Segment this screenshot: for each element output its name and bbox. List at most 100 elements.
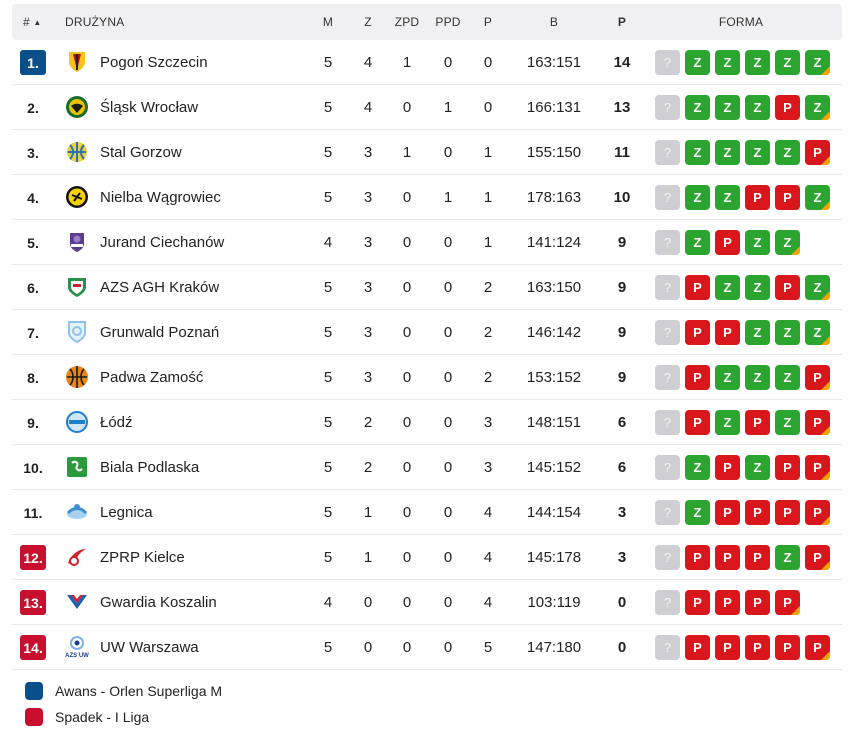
table-row[interactable]: 11. Legnica 5 1 0 0 4 144:154 3? Z P P P P [12, 490, 842, 535]
team-name-link[interactable]: Jurand Ciechanów [100, 234, 225, 251]
form-win-badge[interactable]: Z [745, 230, 770, 255]
table-row[interactable]: 10. Biala Podlaska 5 2 0 0 3 145:152 6? Z P Z P P [12, 445, 842, 490]
form-win-badge[interactable]: Z [715, 140, 740, 165]
form-loss-badge[interactable]: P [745, 635, 770, 660]
form-win-badge[interactable]: Z [685, 140, 710, 165]
team-name-link[interactable]: Grunwald Poznań [100, 324, 220, 341]
form-upcoming-badge[interactable]: ? [655, 365, 680, 390]
form-loss-badge[interactable]: P [715, 500, 740, 525]
form-loss-badge[interactable]: P [745, 545, 770, 570]
form-win-badge[interactable]: Z [775, 545, 800, 570]
form-upcoming-badge[interactable]: ? [655, 275, 680, 300]
form-win-badge[interactable]: Z [715, 275, 740, 300]
form-loss-badge[interactable]: P [685, 320, 710, 345]
form-win-badge[interactable]: Z [775, 320, 800, 345]
form-win-badge[interactable]: Z [715, 95, 740, 120]
table-row[interactable]: 5. Jurand Ciechanów 4 3 0 0 1 141:124 9? Z P Z Z [12, 220, 842, 265]
form-win-badge[interactable]: Z [685, 500, 710, 525]
form-win-badge[interactable]: Z [685, 455, 710, 480]
form-win-badge[interactable]: Z [775, 230, 800, 255]
table-row[interactable]: 8. Padwa Zamość 5 3 0 0 2 153:152 9? P Z Z Z P [12, 355, 842, 400]
goals-header[interactable]: B [549, 15, 559, 29]
form-win-badge[interactable]: Z [775, 50, 800, 75]
form-loss-badge[interactable]: P [805, 635, 830, 660]
form-loss-badge[interactable]: P [685, 275, 710, 300]
ot-losses-header[interactable]: PPD [435, 15, 461, 29]
form-loss-badge[interactable]: P [715, 635, 740, 660]
form-loss-badge[interactable]: P [775, 590, 800, 615]
form-win-badge[interactable]: Z [715, 365, 740, 390]
form-win-badge[interactable]: Z [775, 140, 800, 165]
form-loss-badge[interactable]: P [685, 365, 710, 390]
form-loss-badge[interactable]: P [775, 500, 800, 525]
team-name-link[interactable]: UW Warszawa [100, 639, 199, 656]
form-win-badge[interactable]: Z [685, 230, 710, 255]
form-win-badge[interactable]: Z [775, 410, 800, 435]
form-win-badge[interactable]: Z [745, 50, 770, 75]
played-header[interactable]: M [322, 15, 334, 29]
form-upcoming-badge[interactable]: ? [655, 410, 680, 435]
form-loss-badge[interactable]: P [715, 590, 740, 615]
team-name-link[interactable]: Legnica [100, 504, 153, 521]
team-name-link[interactable]: AZS AGH Kraków [100, 279, 220, 296]
table-row[interactable]: 4. Nielba Wągrowiec 5 3 0 1 1 178:163 10? Z Z P P Z [12, 175, 842, 220]
form-loss-badge[interactable]: P [685, 590, 710, 615]
form-loss-badge[interactable]: P [775, 275, 800, 300]
team-name-link[interactable]: Pogoń Szczecin [100, 54, 208, 71]
ot-wins-header[interactable]: ZPD [394, 15, 420, 29]
team-name-link[interactable]: Łódź [100, 414, 133, 431]
form-win-badge[interactable]: Z [715, 410, 740, 435]
form-loss-badge[interactable]: P [715, 455, 740, 480]
points-header[interactable]: P [617, 15, 627, 29]
team-name-link[interactable]: Stal Gorzow [100, 144, 182, 161]
form-win-badge[interactable]: Z [805, 320, 830, 345]
form-win-badge[interactable]: Z [805, 185, 830, 210]
form-upcoming-badge[interactable]: ? [655, 95, 680, 120]
team-name-link[interactable]: Nielba Wągrowiec [100, 189, 221, 206]
form-win-badge[interactable]: Z [745, 275, 770, 300]
form-win-badge[interactable]: Z [745, 455, 770, 480]
table-row[interactable]: 7. Grunwald Poznań 5 3 0 0 2 146:142 9? P P Z Z Z [12, 310, 842, 355]
form-loss-badge[interactable]: P [805, 140, 830, 165]
form-loss-badge[interactable]: P [805, 365, 830, 390]
table-row[interactable]: 1. Pogoń Szczecin 5 4 1 0 0 163:151 14? Z Z Z Z Z [12, 40, 842, 85]
form-upcoming-badge[interactable]: ? [655, 230, 680, 255]
form-loss-badge[interactable]: P [775, 95, 800, 120]
form-upcoming-badge[interactable]: ? [655, 50, 680, 75]
position-header[interactable]: # ▲ [23, 15, 42, 29]
form-upcoming-badge[interactable]: ? [655, 140, 680, 165]
form-loss-badge[interactable]: P [685, 410, 710, 435]
form-win-badge[interactable]: Z [685, 185, 710, 210]
form-win-badge[interactable]: Z [745, 365, 770, 390]
form-loss-badge[interactable]: P [805, 545, 830, 570]
table-row[interactable]: 9. Łódź 5 2 0 0 3 148:151 6? P Z P Z P [12, 400, 842, 445]
team-name-link[interactable]: Gwardia Koszalin [100, 594, 217, 611]
form-win-badge[interactable]: Z [685, 50, 710, 75]
table-row[interactable]: 12. ZPRP Kielce 5 1 0 0 4 145:178 3? P P P Z P [12, 535, 842, 580]
form-loss-badge[interactable]: P [715, 320, 740, 345]
form-win-badge[interactable]: Z [805, 95, 830, 120]
form-win-badge[interactable]: Z [745, 95, 770, 120]
form-loss-badge[interactable]: P [775, 635, 800, 660]
form-upcoming-badge[interactable]: ? [655, 545, 680, 570]
table-row[interactable]: 13. Gwardia Koszalin 4 0 0 0 4 103:119 0? P P P P [12, 580, 842, 625]
form-upcoming-badge[interactable]: ? [655, 500, 680, 525]
team-name-link[interactable]: Biala Podlaska [100, 459, 200, 476]
team-header[interactable]: DRUŻYNA [65, 15, 125, 29]
form-win-badge[interactable]: Z [775, 365, 800, 390]
form-loss-badge[interactable]: P [745, 500, 770, 525]
form-loss-badge[interactable]: P [805, 455, 830, 480]
form-loss-badge[interactable]: P [685, 545, 710, 570]
form-loss-badge[interactable]: P [745, 185, 770, 210]
form-win-badge[interactable]: Z [745, 140, 770, 165]
form-loss-badge[interactable]: P [685, 635, 710, 660]
form-win-badge[interactable]: Z [715, 185, 740, 210]
form-win-badge[interactable]: Z [805, 50, 830, 75]
losses-header[interactable]: P [483, 15, 493, 29]
form-loss-badge[interactable]: P [805, 500, 830, 525]
form-upcoming-badge[interactable]: ? [655, 590, 680, 615]
form-upcoming-badge[interactable]: ? [655, 185, 680, 210]
table-row[interactable]: 14. AZS UW UW Warszawa 5 0 0 0 5 147:180 0? P P P P P [12, 625, 842, 670]
form-win-badge[interactable]: Z [745, 320, 770, 345]
team-name-link[interactable]: Padwa Zamość [100, 369, 204, 386]
